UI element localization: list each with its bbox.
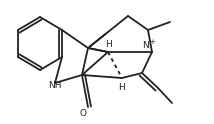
Text: H: H [105, 40, 112, 48]
Text: +: + [149, 39, 155, 45]
Text: H: H [119, 83, 125, 92]
Text: N: N [142, 41, 149, 50]
Text: O: O [80, 109, 87, 118]
Text: NH: NH [48, 81, 62, 90]
